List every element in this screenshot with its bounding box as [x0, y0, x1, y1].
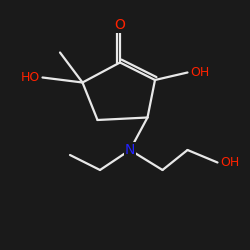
- Text: OH: OH: [190, 66, 209, 79]
- Text: HO: HO: [21, 71, 40, 84]
- Text: OH: OH: [220, 156, 239, 169]
- Text: O: O: [114, 18, 126, 32]
- Text: N: N: [125, 143, 135, 157]
